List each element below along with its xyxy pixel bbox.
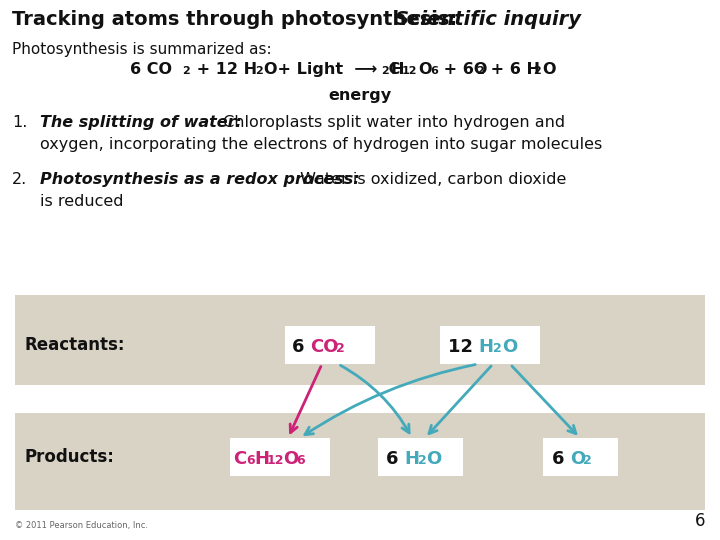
Text: 6: 6 <box>292 338 311 356</box>
Text: O: O <box>426 450 441 468</box>
FancyArrowPatch shape <box>429 366 491 434</box>
Bar <box>377 438 462 476</box>
Text: + 12 H: + 12 H <box>191 62 257 77</box>
Text: 6: 6 <box>695 512 705 530</box>
Text: O: O <box>283 450 298 468</box>
Text: Reactants:: Reactants: <box>25 336 125 354</box>
Text: Tracking atoms through photosynthesis:: Tracking atoms through photosynthesis: <box>12 10 464 29</box>
Text: C: C <box>233 450 246 468</box>
FancyArrowPatch shape <box>305 364 475 435</box>
Text: Products:: Products: <box>25 448 115 466</box>
Text: 1.: 1. <box>12 115 27 130</box>
Text: 6: 6 <box>552 450 571 468</box>
FancyArrowPatch shape <box>512 366 576 434</box>
Bar <box>285 326 375 364</box>
Text: 2: 2 <box>476 66 484 76</box>
Text: energy: energy <box>328 88 392 103</box>
Text: O: O <box>542 62 556 77</box>
Text: is reduced: is reduced <box>40 194 124 209</box>
Text: 12: 12 <box>448 338 480 356</box>
Text: 2.: 2. <box>12 172 27 187</box>
FancyArrowPatch shape <box>341 366 409 433</box>
Text: 2: 2 <box>583 454 592 467</box>
Text: O: O <box>418 62 431 77</box>
Text: + 6O: + 6O <box>438 62 487 77</box>
Text: O+ Light  ⟶  C: O+ Light ⟶ C <box>264 62 400 77</box>
Text: 6: 6 <box>296 454 305 467</box>
Text: 6: 6 <box>386 450 405 468</box>
Text: O: O <box>502 338 517 356</box>
Text: 2: 2 <box>255 66 263 76</box>
Text: H: H <box>404 450 419 468</box>
Text: oxygen, incorporating the electrons of hydrogen into sugar molecules: oxygen, incorporating the electrons of h… <box>40 137 602 152</box>
Text: 2: 2 <box>418 454 427 467</box>
FancyArrowPatch shape <box>290 367 321 433</box>
Text: 6: 6 <box>430 66 438 76</box>
Text: O: O <box>570 450 585 468</box>
Text: 2: 2 <box>182 66 190 76</box>
Bar <box>15 295 705 510</box>
Text: + 6 H: + 6 H <box>485 62 540 77</box>
Text: 2: 2 <box>493 342 502 355</box>
Text: CO: CO <box>310 338 338 356</box>
Bar <box>230 438 330 476</box>
Bar <box>542 438 618 476</box>
Text: © 2011 Pearson Education, Inc.: © 2011 Pearson Education, Inc. <box>15 521 148 530</box>
Text: The splitting of water:: The splitting of water: <box>40 115 242 130</box>
Text: 12: 12 <box>402 66 418 76</box>
Text: Photosynthesis is summarized as:: Photosynthesis is summarized as: <box>12 42 271 57</box>
Text: Photosynthesis as a redox process:: Photosynthesis as a redox process: <box>40 172 359 187</box>
Text: 2: 2 <box>381 66 389 76</box>
Text: 6 CO: 6 CO <box>130 62 172 77</box>
Bar <box>15 385 705 413</box>
Text: 2: 2 <box>336 342 345 355</box>
Text: H: H <box>390 62 403 77</box>
Bar <box>440 326 540 364</box>
Text: Chloroplasts split water into hydrogen and: Chloroplasts split water into hydrogen a… <box>218 115 565 130</box>
Text: 6: 6 <box>246 454 255 467</box>
Text: H: H <box>254 450 269 468</box>
Text: H: H <box>478 338 493 356</box>
Text: Scientific inquiry: Scientific inquiry <box>395 10 581 29</box>
Text: Water is oxidized, carbon dioxide: Water is oxidized, carbon dioxide <box>295 172 567 187</box>
Text: 2: 2 <box>533 66 541 76</box>
Text: 12: 12 <box>267 454 284 467</box>
